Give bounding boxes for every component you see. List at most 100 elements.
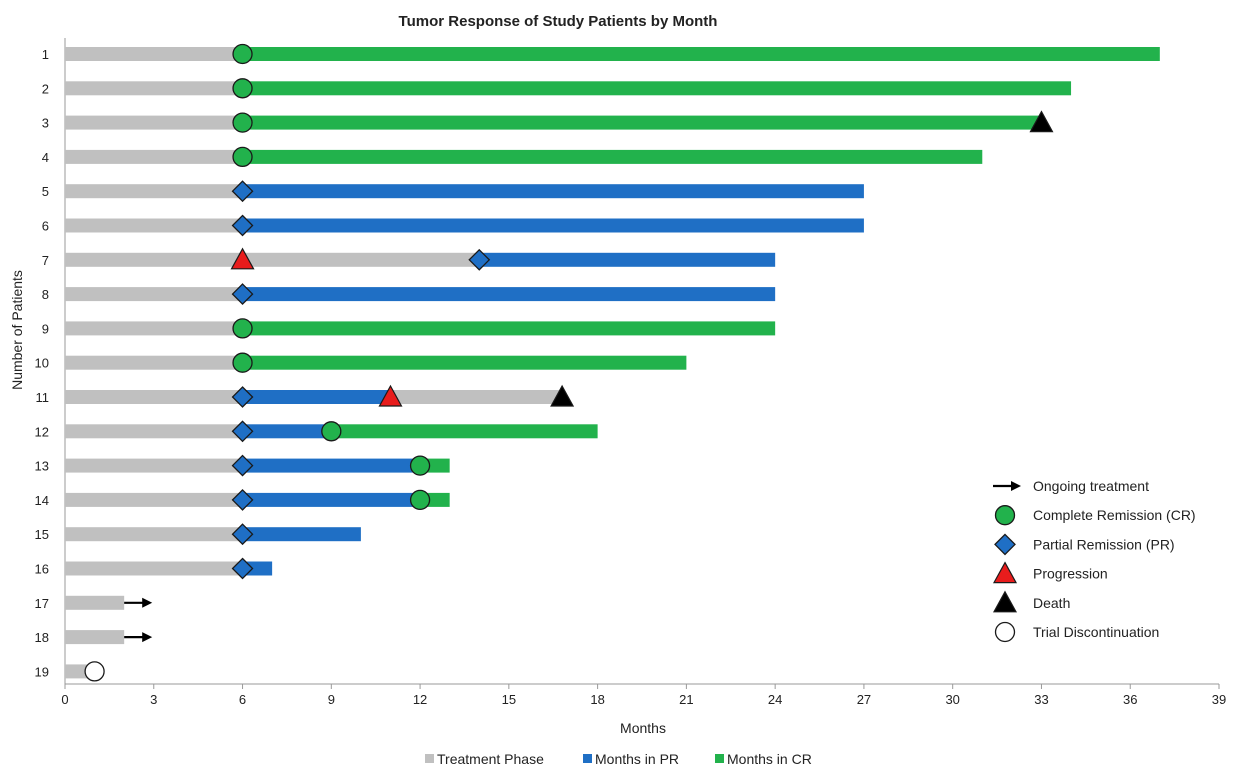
pr-bar-segment	[242, 218, 864, 233]
legend-label: Trial Discontinuation	[1033, 624, 1159, 640]
legend-cr-marker	[994, 505, 1016, 526]
y-tick-label: 19	[35, 664, 49, 679]
y-tick-label: 9	[42, 321, 49, 336]
series-legend-treatment: Treatment Phase	[425, 751, 544, 767]
x-tick-label: 12	[413, 692, 427, 707]
progression-marker	[230, 247, 255, 270]
x-tick-label: 0	[61, 692, 68, 707]
series-legend-cr: Months in CR	[715, 751, 812, 767]
x-tick-label: 36	[1123, 692, 1137, 707]
y-tick-label: 2	[42, 81, 49, 96]
x-tick-label: 18	[590, 692, 604, 707]
y-tick-label: 1	[42, 47, 49, 62]
y-tick-label: 10	[35, 356, 49, 371]
legend-item-ongoing: Ongoing treatment	[993, 478, 1149, 494]
treatment-bar-segment	[65, 458, 243, 473]
y-tick-label: 17	[35, 596, 49, 611]
patient-row: 5	[42, 180, 864, 203]
pr-bar-segment	[242, 390, 391, 404]
treatment-bar-segment	[65, 252, 480, 267]
y-tick-label: 13	[35, 459, 49, 474]
plot-area: 0 3 6 9 12 15 18 21 24 27 30 33 36 391234567891011121…	[35, 38, 1226, 707]
patient-row: 14	[35, 488, 450, 511]
death-marker	[1029, 110, 1054, 133]
pr-bar-segment	[479, 252, 776, 267]
legend-label: Complete Remission (CR)	[1033, 507, 1196, 523]
pr-marker	[231, 523, 254, 546]
x-tick-label: 21	[679, 692, 693, 707]
pr-bar-segment	[242, 527, 361, 542]
legend-discontinuation-marker	[994, 621, 1016, 643]
pr-marker	[231, 454, 254, 477]
treatment-bar-segment	[65, 115, 243, 130]
patient-row: 2	[42, 78, 1072, 99]
x-tick-label: 33	[1034, 692, 1048, 707]
cr-bar-segment	[242, 355, 687, 370]
legend-item-death: Death	[992, 590, 1070, 613]
arrow-head	[142, 597, 153, 608]
patient-row: 12	[35, 420, 598, 443]
treatment-bar-segment	[65, 218, 243, 233]
legend-progression-marker	[992, 561, 1018, 584]
patient-row: 6	[42, 214, 864, 237]
death-marker	[550, 384, 575, 407]
series-legend-pr: Months in PR	[583, 751, 679, 767]
series-legend: Treatment Phase Months in PR Months in CR	[425, 751, 812, 767]
x-axis-label: Months	[620, 720, 666, 736]
treatment-bar-segment	[65, 47, 243, 61]
patient-row: 15	[35, 523, 361, 546]
cr-bar-segment	[242, 149, 983, 164]
pr-marker	[231, 488, 254, 511]
cr-marker	[232, 78, 253, 99]
pr-marker	[231, 557, 254, 580]
x-tick-label: 9	[328, 692, 335, 707]
x-tick-label: 39	[1212, 692, 1226, 707]
pr-marker	[231, 283, 254, 306]
x-tick-label: 3	[150, 692, 157, 707]
patient-row: 13	[35, 454, 450, 477]
treatment-bar-segment	[65, 527, 243, 542]
series-legend-swatch	[425, 754, 434, 763]
ongoing-arrow	[124, 632, 153, 643]
patient-row: 18	[35, 630, 153, 645]
cr-marker	[409, 489, 431, 511]
treatment-bar-segment	[65, 81, 243, 96]
chart-title: Tumor Response of Study Patients by Mont…	[399, 13, 718, 30]
x-tick-label: 27	[857, 692, 871, 707]
arrow-head	[1011, 481, 1021, 491]
y-tick-label: 8	[42, 287, 49, 302]
cr-marker	[232, 318, 253, 339]
treatment-bar-segment	[390, 390, 563, 404]
y-tick-label: 5	[42, 184, 49, 199]
pr-bar-segment	[242, 184, 864, 199]
legend-item-pr: Partial Remission (PR)	[994, 533, 1175, 556]
treatment-bar-segment	[65, 184, 243, 199]
y-tick-label: 15	[35, 527, 49, 542]
y-tick-label: 3	[42, 116, 49, 131]
patient-row: 7	[42, 247, 776, 271]
cr-marker	[232, 112, 253, 133]
series-legend-label: Treatment Phase	[437, 751, 544, 767]
patient-row: 8	[42, 283, 776, 306]
cr-marker	[321, 421, 342, 442]
cr-marker	[232, 146, 253, 168]
patient-row: 11	[36, 384, 575, 408]
y-tick-label: 7	[42, 253, 49, 268]
legend-item-progression: Progression	[992, 561, 1108, 584]
legend-label: Ongoing treatment	[1033, 478, 1149, 494]
pr-marker	[231, 420, 254, 443]
cr-bar-segment	[242, 81, 1072, 96]
y-tick-label: 6	[42, 219, 49, 234]
treatment-bar-segment	[65, 355, 243, 370]
x-tick-label: 24	[768, 692, 782, 707]
x-tick-label: 6	[239, 692, 246, 707]
treatment-bar-segment	[65, 492, 243, 507]
patient-row: 9	[42, 318, 776, 339]
pr-marker	[231, 214, 254, 237]
cr-bar-segment	[242, 321, 776, 336]
legend-label: Progression	[1033, 566, 1108, 582]
legend-item-discontinuation: Trial Discontinuation	[994, 621, 1159, 643]
patient-row: 19	[35, 661, 105, 682]
cr-bar-segment	[242, 115, 1042, 130]
